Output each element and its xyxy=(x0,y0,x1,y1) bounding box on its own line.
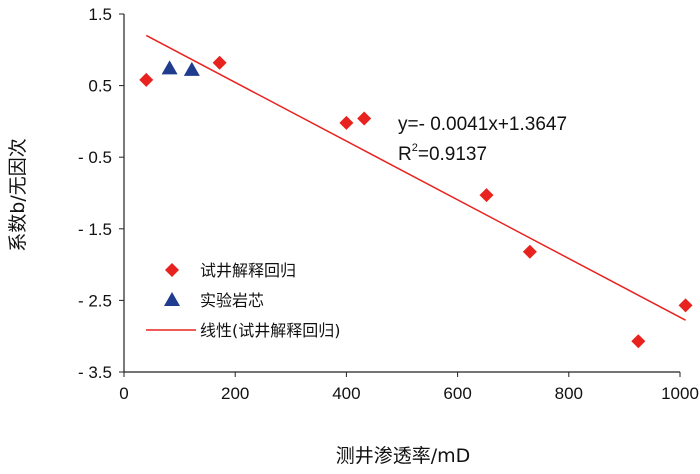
r-squared-value: =0.9137 xyxy=(418,144,487,165)
r-squared-annotation: R2=0.9137 xyxy=(398,142,487,165)
x-tick-label: 200 xyxy=(221,384,249,403)
x-tick-label: 600 xyxy=(443,384,471,403)
legend-label: 实验岩芯 xyxy=(200,291,264,310)
regression-trendline xyxy=(145,34,686,321)
well-test-point xyxy=(357,111,372,126)
data-points xyxy=(139,55,693,349)
x-axis-title: 测井渗透率/mD xyxy=(336,445,471,467)
axes xyxy=(123,14,680,373)
x-tick-label: 1000 xyxy=(661,384,699,403)
x-tick-label: 400 xyxy=(332,384,360,403)
legend-triangle-swatch xyxy=(164,292,180,306)
y-tick-label: 0.5 xyxy=(88,77,112,96)
y-tick-label: - 3.5 xyxy=(78,363,112,382)
legend-label: 线性(试井解释回归) xyxy=(200,321,341,340)
legend-label: 试井解释回归 xyxy=(200,261,296,280)
r-squared-superscript: 2 xyxy=(412,142,418,154)
x-tick-label: 800 xyxy=(555,384,583,403)
core-sample-point xyxy=(183,61,200,76)
x-tick-label: 0 xyxy=(119,384,128,403)
y-tick-label: - 2.5 xyxy=(78,291,112,310)
legend-diamond-swatch xyxy=(165,263,179,277)
tick-labels: 0 200 400 600 800 1000 1.5 0.5 - 0.5 - 1.5 - 2.5 - … xyxy=(78,5,699,403)
well-test-point xyxy=(678,298,693,313)
y-tick-label: - 0.5 xyxy=(78,148,112,167)
y-axis-title: 系数b/无因次 xyxy=(7,138,29,251)
core-sample-point xyxy=(161,60,178,75)
y-tick-label: - 1.5 xyxy=(78,220,112,239)
well-test-point xyxy=(339,115,354,130)
well-test-point xyxy=(212,55,227,70)
well-test-point xyxy=(631,334,646,349)
r-squared-prefix: R xyxy=(398,144,412,165)
well-test-point xyxy=(139,72,154,87)
trendline-layer xyxy=(145,34,686,321)
well-test-point xyxy=(479,188,494,203)
well-test-point xyxy=(522,244,537,259)
regression-equation: y=- 0.0041x+1.3647 xyxy=(398,114,567,135)
y-tick-label: 1.5 xyxy=(88,5,112,24)
